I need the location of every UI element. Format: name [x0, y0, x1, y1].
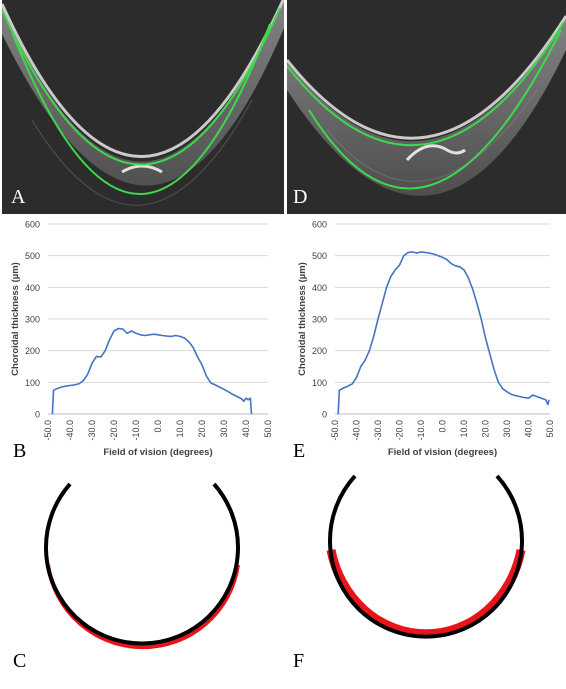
panel-label-b: B: [13, 440, 27, 462]
y-tick-label: 100: [25, 378, 40, 388]
x-tick-label: 0.0: [153, 420, 163, 433]
x-tick-label: -40.0: [65, 420, 75, 441]
oct-scan-d: [287, 0, 566, 214]
panel-label-e: E: [293, 440, 306, 462]
choroid-outer-boundary: [46, 564, 240, 650]
x-tick-label: 50.0: [263, 420, 273, 438]
y-tick-label: 600: [312, 220, 327, 230]
y-tick-label: 500: [312, 251, 327, 261]
choroid-scleral-boundary-line: [308, 29, 562, 190]
x-tick-label: -50.0: [330, 420, 340, 441]
x-tick-label: 40.0: [524, 420, 534, 438]
y-tick-label: 300: [25, 315, 40, 325]
y-axis-title: Choroidal thickness (µm): [10, 262, 21, 376]
x-tick-label: -20.0: [395, 420, 405, 441]
x-axis-title: Field of vision (degrees): [388, 447, 497, 458]
x-tick-label: 20.0: [481, 420, 491, 438]
x-axis-title: Field of vision (degrees): [103, 447, 212, 458]
y-tick-label: 500: [25, 251, 40, 261]
choroid-layer: [48, 565, 238, 648]
x-tick-label: -10.0: [416, 420, 426, 441]
x-tick-label: -40.0: [352, 420, 362, 441]
choroid-thickness-chart-e: 0 100 200 300 400 500 600 -50.0 -40.0 -30.0 -20.0 -…: [287, 216, 566, 462]
x-tick-label: -30.0: [373, 420, 383, 441]
panel-label-a: A: [11, 186, 26, 208]
x-tick-label: 50.0: [545, 420, 555, 438]
y-tick-label: 0: [35, 410, 40, 420]
eye-schematic-c: [0, 470, 284, 684]
choroid-thickness-chart-b: 0 100 200 300 400 500 600 -50.0 -40.0 -30.0 -20.0 -…: [0, 216, 284, 462]
x-tick-label: 10.0: [459, 420, 469, 438]
x-tick-label: 20.0: [197, 420, 207, 438]
x-tick-label: -10.0: [131, 420, 141, 441]
x-tick-label: 10.0: [175, 420, 185, 438]
x-tick-label: -20.0: [109, 420, 119, 441]
rpe-boundary-line: [2, 7, 281, 166]
choroid-layer: [331, 552, 521, 632]
thickness-series-line: [337, 251, 550, 415]
x-tick-label: 40.0: [241, 420, 251, 438]
x-tick-label: 30.0: [219, 420, 229, 438]
y-tick-label: 100: [312, 378, 327, 388]
x-tick-label: 0.0: [438, 420, 448, 433]
choroid-outer-boundary: [326, 549, 526, 639]
oct-scan-a: [2, 0, 284, 214]
sclera-outline: [44, 482, 240, 646]
eye-schematic-f: [287, 470, 566, 684]
panel-label-d: D: [293, 186, 308, 208]
y-tick-label: 200: [312, 346, 327, 356]
y-tick-label: 600: [25, 220, 40, 230]
panel-label-c: C: [13, 650, 27, 672]
y-axis-title: Choroidal thickness (µm): [297, 262, 308, 376]
x-tick-label: 30.0: [502, 420, 512, 438]
y-tick-label: 0: [322, 410, 327, 420]
rpe-boundary-line: [287, 21, 565, 147]
sclera-outline: [328, 474, 524, 639]
x-tick-label: -50.0: [43, 420, 53, 441]
y-tick-label: 400: [25, 283, 40, 293]
y-tick-label: 300: [312, 315, 327, 325]
y-tick-label: 400: [312, 283, 327, 293]
y-tick-label: 200: [25, 346, 40, 356]
choroid-scleral-boundary-line: [11, 23, 271, 195]
thickness-series-line: [51, 327, 253, 415]
panel-label-f: F: [293, 650, 305, 672]
x-tick-label: -30.0: [87, 420, 97, 441]
